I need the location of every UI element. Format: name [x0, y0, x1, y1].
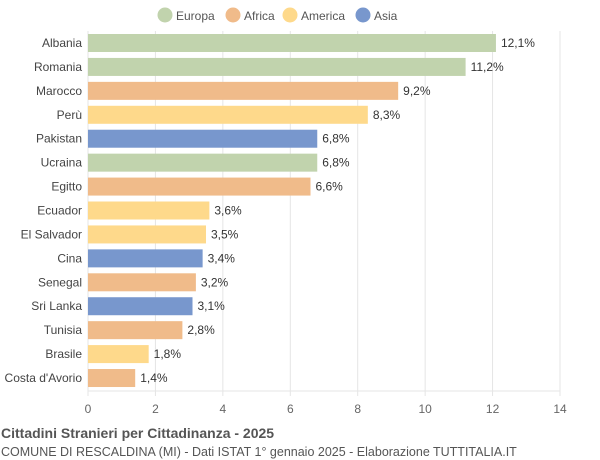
x-tick-label: 10	[418, 402, 432, 416]
category-label: Ecuador	[37, 204, 82, 218]
bar	[88, 369, 136, 388]
category-label: Perù	[57, 108, 82, 122]
x-tick-label: 4	[220, 402, 227, 416]
x-tick-label: 6	[287, 402, 294, 416]
category-label: Tunisia	[44, 323, 83, 337]
category-label: El Salvador	[21, 227, 82, 241]
legend-swatch	[157, 7, 173, 23]
bar	[88, 34, 496, 52]
bar	[88, 201, 210, 220]
legend-swatch	[282, 7, 298, 23]
bar	[88, 321, 183, 340]
bar	[88, 273, 196, 292]
category-label: Romania	[34, 60, 82, 74]
data-label: 1,8%	[154, 347, 182, 361]
data-label: 1,4%	[140, 371, 168, 385]
data-label: 6,6%	[316, 180, 344, 194]
category-label: Cina	[57, 251, 82, 265]
data-label: 3,4%	[208, 251, 236, 265]
category-label: Sri Lanka	[31, 299, 82, 313]
data-label: 6,8%	[322, 156, 350, 170]
legend-label: Asia	[374, 9, 398, 23]
legend-label: Europa	[176, 9, 215, 23]
bar	[88, 225, 206, 244]
category-label: Costa d'Avorio	[5, 371, 83, 385]
data-label: 3,6%	[214, 204, 242, 218]
category-label: Pakistan	[36, 132, 82, 146]
bar	[88, 105, 368, 124]
data-label: 3,1%	[198, 299, 226, 313]
category-label: Egitto	[51, 180, 82, 194]
x-tick-label: 14	[553, 402, 567, 416]
bar	[88, 129, 318, 148]
data-label: 11,2%	[471, 60, 504, 74]
data-label: 3,5%	[211, 227, 239, 241]
data-label: 2,8%	[187, 323, 215, 337]
category-label: Brasile	[45, 347, 82, 361]
bar	[88, 345, 149, 364]
chart-subtitle: COMUNE DI RESCALDINA (MI) - Dati ISTAT 1…	[1, 445, 517, 459]
category-label: Ucraina	[41, 156, 83, 170]
category-label: Senegal	[38, 275, 82, 289]
data-label: 8,3%	[373, 108, 401, 122]
x-tick-label: 8	[354, 402, 361, 416]
category-label: Albania	[42, 36, 82, 50]
bar	[88, 153, 318, 172]
legend-swatch	[225, 7, 241, 23]
x-tick-label: 0	[85, 402, 92, 416]
x-tick-label: 2	[152, 402, 159, 416]
data-label: 12,1%	[501, 36, 535, 50]
chart-title: Cittadini Stranieri per Cittadinanza - 2…	[1, 425, 275, 441]
category-label: Marocco	[36, 84, 82, 98]
bar	[88, 297, 193, 316]
legend-swatch	[355, 7, 371, 23]
data-label: 9,2%	[403, 84, 431, 98]
legend-label: America	[301, 9, 345, 23]
data-label: 3,2%	[201, 275, 229, 289]
bar	[88, 249, 203, 268]
bar	[88, 57, 466, 76]
x-tick-label: 12	[486, 402, 500, 416]
bar	[88, 81, 399, 100]
data-label: 6,8%	[322, 132, 350, 146]
bar	[88, 177, 311, 196]
legend-label: Africa	[244, 9, 275, 23]
